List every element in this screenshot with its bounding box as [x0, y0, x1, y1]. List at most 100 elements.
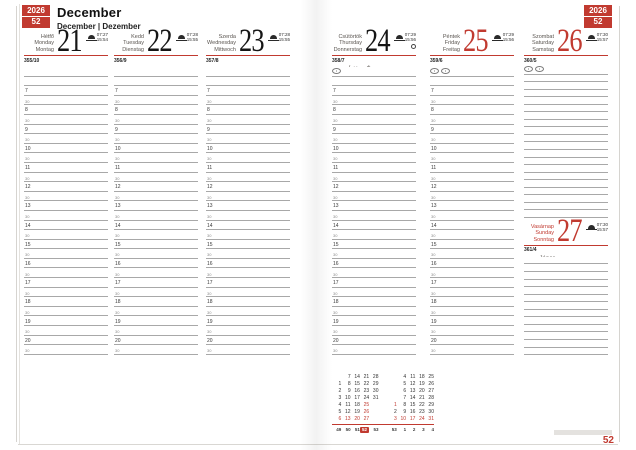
day-header-underline: [524, 244, 608, 246]
half-hour-label: 30: [333, 118, 338, 124]
hour-label: 14: [207, 222, 213, 229]
page-edge-bottom: [18, 444, 618, 445]
hour-label: 7: [431, 88, 434, 95]
grid-row: 30: [114, 307, 198, 317]
hour-label: 17: [207, 280, 213, 287]
hour-label: 13: [431, 203, 437, 210]
grid-row: 13: [430, 201, 514, 211]
half-hour-label: 30: [431, 194, 436, 200]
half-hour-label: 30: [207, 252, 212, 258]
hour-label: 19: [25, 318, 31, 325]
day-of-year: 361/4: [524, 247, 537, 254]
grid-row: 17: [430, 278, 514, 288]
half-hour-label: 30: [207, 290, 212, 296]
grid-row: 30: [114, 96, 198, 106]
page-edge-right: [619, 6, 620, 442]
hour-label: 12: [115, 184, 121, 191]
sun-times-column: 07:27 15:54: [97, 32, 108, 42]
day-name-line: Montag: [35, 46, 54, 53]
grid-row: [524, 180, 608, 188]
day-header-underline: [24, 55, 108, 56]
grid-row: 14: [430, 221, 514, 231]
day-name-labels: Vasárnap Sunday Sonntag: [524, 224, 557, 244]
week-numbers-group: 53 1 2 3 4: [388, 427, 435, 433]
mini-date-cell: 14: [409, 395, 416, 401]
grid-row: [524, 142, 608, 151]
grid-row: 10: [24, 144, 108, 154]
mini-date-cell: 11: [410, 374, 416, 380]
sunrise-time: 07:29: [404, 32, 416, 37]
grid-row: [524, 287, 608, 295]
grid-row: 30: [430, 307, 514, 317]
grid-row: [524, 120, 608, 128]
day-grid: • • 7 30 8 30 9 30 10 30 11 30 12 30 13 30 14 30 15 30 16 30 1…: [430, 67, 514, 355]
hour-label: 15: [115, 241, 121, 248]
mini-date-cell: [332, 374, 341, 381]
mini-date-cell: 18: [354, 402, 360, 408]
mini-date-cell: 24: [419, 416, 425, 422]
grid-row: 30: [430, 211, 514, 221]
mini-date-cell: 5: [403, 381, 407, 387]
half-hour-label: 30: [115, 175, 120, 181]
day-grid: 7 30 8 30 9 30 10 30 11 30 12 30 13 30 14 30 15 30 16 30 17 3…: [206, 67, 290, 355]
grid-row: 11: [206, 163, 290, 173]
grid-row: 15: [430, 240, 514, 250]
hour-label: 15: [333, 241, 339, 248]
grid-row: 11: [332, 163, 416, 173]
mini-date-cell: 29: [428, 402, 434, 408]
sunrise-time: 07:30: [596, 32, 608, 37]
mini-date-cell: 3: [394, 416, 397, 422]
half-hour-label: 30: [25, 214, 30, 219]
sun-times: 07:29 15:56: [405, 32, 416, 42]
hour-label: 16: [115, 260, 121, 267]
hour-label: 10: [207, 145, 213, 152]
half-hour-label: 30: [207, 214, 212, 219]
mini-month-january: 4 11 18 25 5 12 19 26 6 13 20 27 7 14 21 28 1 8 15 22 29 2 9 16…: [388, 374, 435, 423]
day-number: 22: [147, 23, 173, 59]
holiday-marker-icon: •: [535, 66, 544, 73]
hour-label: 20: [115, 337, 121, 344]
mini-date-cell: 16: [354, 388, 360, 394]
week-numbers-row: 49 50 51 52 53 53 1 2 3 4: [332, 426, 435, 433]
half-hour-label: 30: [431, 214, 436, 219]
grid-row: 30: [24, 96, 108, 106]
mini-date-cell: 31: [428, 416, 434, 422]
grid-row: 30: [24, 230, 108, 240]
day-name-line: Csütörtök: [338, 34, 362, 41]
week-number-cell: 4: [431, 426, 434, 432]
half-hour-label: 30: [333, 290, 338, 296]
grid-row: [524, 203, 608, 211]
grid-row: 17: [332, 278, 416, 288]
day-grid: 7 30 8 30 9 30 10 30 11 30 12 30 13 30 14 30 15 30 16 30 17 3…: [24, 67, 108, 355]
mini-date-cell: 20: [354, 416, 360, 422]
grid-row: 30: [114, 211, 198, 221]
month-title: December: [57, 5, 122, 20]
day-info: 355/10 Tamás: [24, 56, 108, 68]
grid-row: 10: [206, 144, 290, 154]
grid-row: 30: [206, 345, 290, 355]
grid-row: 30: [24, 307, 108, 317]
week-number-cell: 3: [422, 426, 425, 432]
half-hour-label: 30: [333, 233, 338, 239]
grid-row: 14: [206, 221, 290, 231]
grid-row: 30: [332, 326, 416, 336]
mini-month-row: 6 13 20 27: [332, 416, 379, 423]
grid-row: [524, 302, 608, 310]
mini-calendar: 7 14 21 28 1 8 15 22 29 2 9 16 23 30 3 10 17 24 31 4 11 18 25 5…: [332, 374, 434, 433]
mini-date-cell: 10: [400, 416, 407, 422]
half-hour-label: 30: [333, 137, 338, 143]
hour-label: 13: [115, 203, 121, 210]
mini-calendar-rule: [332, 424, 434, 425]
mini-month-row: 4 11 18 25: [388, 374, 435, 381]
hour-label: 16: [25, 260, 31, 267]
hour-label: 13: [25, 203, 31, 210]
grid-row: [24, 77, 108, 87]
mini-date-cell: 27: [363, 416, 370, 422]
day-name-line: Szombat: [532, 34, 554, 41]
day-name-line: Péntek: [442, 34, 460, 41]
hour-label: 9: [115, 126, 118, 133]
grid-row: 30: [430, 288, 514, 298]
mini-date-cell: 21: [363, 374, 370, 380]
hour-label: 20: [431, 337, 437, 344]
